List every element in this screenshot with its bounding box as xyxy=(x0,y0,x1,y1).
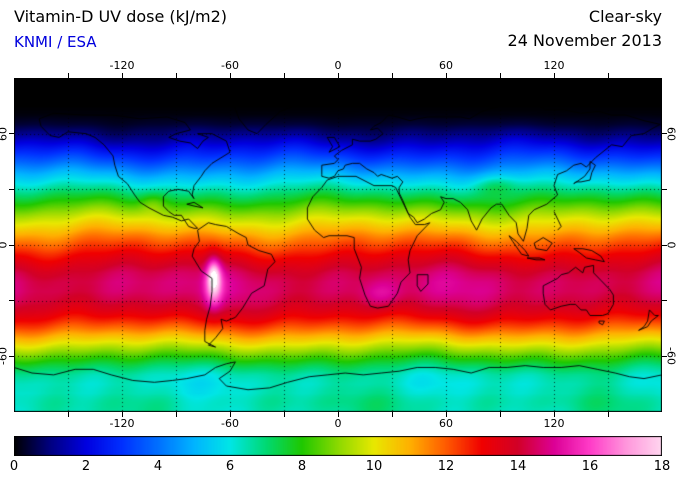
colorbar-tick-label: 12 xyxy=(437,459,455,474)
lat-tick-left xyxy=(9,244,14,246)
colorbar-tick-label: 10 xyxy=(365,459,383,474)
lon-tick-top xyxy=(283,73,285,78)
lat-tick-label-left: 0 xyxy=(0,242,10,249)
lon-tick-top xyxy=(553,73,555,78)
lon-tick-label-top: 60 xyxy=(439,59,453,72)
colorbar-tick-label: 14 xyxy=(509,459,527,474)
lat-tick-label-right: -60 xyxy=(664,347,678,366)
lat-tick-right xyxy=(662,133,667,135)
lat-tick-right xyxy=(662,300,667,302)
lat-tick-left xyxy=(9,300,14,302)
colorbar xyxy=(14,436,662,456)
colorbar-tick-label: 6 xyxy=(225,459,235,474)
lat-tick-right xyxy=(662,355,667,357)
lon-tick-label-top: 0 xyxy=(334,59,342,72)
lat-tick-right xyxy=(662,244,667,246)
lat-tick-label-left: 60 xyxy=(0,126,10,141)
lon-tick-top xyxy=(337,73,339,78)
source-label: KNMI / ESA xyxy=(14,33,97,51)
lon-tick-bottom xyxy=(391,412,393,417)
colorbar-tick-label: 16 xyxy=(581,459,599,474)
lon-tick-label-top: -120 xyxy=(109,59,135,72)
colorbar-tick-label: 18 xyxy=(653,459,671,474)
lon-tick-bottom xyxy=(229,412,231,417)
lon-tick-label-bottom: 60 xyxy=(439,417,453,430)
lon-tick-bottom xyxy=(499,412,501,417)
page-title: Vitamin-D UV dose (kJ/m2) xyxy=(14,7,228,26)
lon-tick-top xyxy=(229,73,231,78)
lat-tick-left xyxy=(9,188,14,190)
lon-tick-top xyxy=(391,73,393,78)
lon-tick-top xyxy=(121,73,123,78)
lon-tick-label-bottom: -120 xyxy=(109,417,135,430)
condition-label: Clear-sky xyxy=(588,7,662,26)
lon-tick-bottom xyxy=(337,412,339,417)
lon-tick-bottom xyxy=(175,412,177,417)
colorbar-tick-label: 4 xyxy=(153,459,163,474)
lon-tick-bottom xyxy=(553,412,555,417)
lon-tick-bottom xyxy=(121,412,123,417)
lon-tick-label-top: -60 xyxy=(221,59,239,72)
lon-tick-top xyxy=(175,73,177,78)
colorbar-tick-label: 2 xyxy=(81,459,91,474)
lon-tick-label-bottom: 120 xyxy=(543,417,565,430)
lon-tick-top xyxy=(607,73,609,78)
lon-tick-top xyxy=(67,73,69,78)
lon-tick-top xyxy=(499,73,501,78)
lon-tick-top xyxy=(445,73,447,78)
lon-tick-bottom xyxy=(283,412,285,417)
colorbar-tick-label: 0 xyxy=(9,459,19,474)
colorbar-tick-label: 8 xyxy=(297,459,307,474)
world-uv-dose-map xyxy=(14,78,662,412)
lon-tick-bottom xyxy=(445,412,447,417)
lon-tick-label-bottom: -60 xyxy=(221,417,239,430)
lat-tick-label-right: 0 xyxy=(664,241,678,249)
lat-tick-label-left: -60 xyxy=(0,347,10,366)
date-label: 24 November 2013 xyxy=(507,31,662,50)
lat-tick-left xyxy=(9,355,14,357)
lon-tick-bottom xyxy=(607,412,609,417)
lon-tick-label-top: 120 xyxy=(543,59,565,72)
lat-tick-right xyxy=(662,188,667,190)
lat-tick-label-right: 60 xyxy=(664,126,678,141)
lon-tick-label-bottom: 0 xyxy=(334,417,342,430)
lat-tick-left xyxy=(9,133,14,135)
lon-tick-bottom xyxy=(67,412,69,417)
